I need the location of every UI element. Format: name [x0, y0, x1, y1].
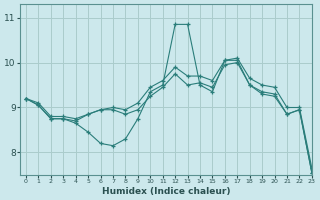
X-axis label: Humidex (Indice chaleur): Humidex (Indice chaleur) [101, 187, 230, 196]
